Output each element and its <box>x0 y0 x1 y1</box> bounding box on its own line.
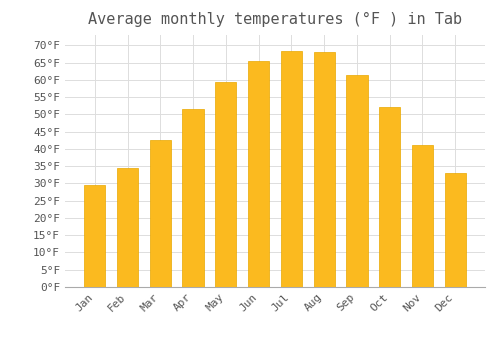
Bar <box>182 109 204 287</box>
Bar <box>379 107 400 287</box>
Bar <box>84 185 106 287</box>
Bar <box>117 168 138 287</box>
Bar <box>150 140 171 287</box>
Bar <box>280 50 302 287</box>
Bar <box>444 173 466 287</box>
Bar <box>346 75 368 287</box>
Bar <box>314 52 335 287</box>
Title: Average monthly temperatures (°F ) in Tab: Average monthly temperatures (°F ) in Ta… <box>88 12 462 27</box>
Bar <box>215 82 236 287</box>
Bar <box>248 61 270 287</box>
Bar <box>412 146 433 287</box>
